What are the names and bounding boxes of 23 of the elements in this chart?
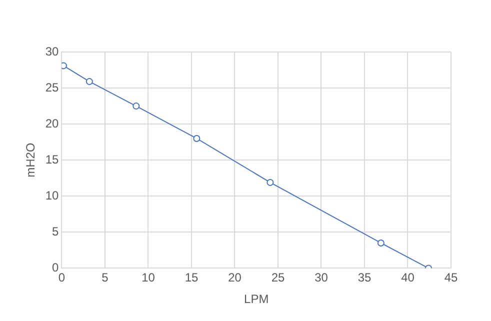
point xyxy=(266,178,274,186)
x-axis-title: LPM xyxy=(244,292,269,306)
x-tick-label: 5 xyxy=(102,270,109,285)
x-tick-label: 30 xyxy=(314,270,328,285)
x-tick-label: 15 xyxy=(184,270,198,285)
y-tick-label: 25 xyxy=(45,80,60,94)
point xyxy=(193,134,200,142)
x-tick-label: 20 xyxy=(228,270,242,285)
y-axis-title: mH2O xyxy=(24,142,38,178)
y-tick-label: 30 xyxy=(45,44,60,58)
x-tick-label: 35 xyxy=(358,270,372,285)
point xyxy=(86,78,93,86)
point xyxy=(132,102,140,110)
x-tick-label: 25 xyxy=(271,270,285,285)
y-tick-label: 5 xyxy=(52,224,60,238)
y-tick-label: 10 xyxy=(45,188,60,202)
x-tick-label: 40 xyxy=(401,270,415,285)
point xyxy=(377,239,384,246)
x-tick-label: 45 xyxy=(444,270,458,285)
y-tick-label: 20 xyxy=(45,116,60,130)
y-tick-label: 15 xyxy=(45,152,60,166)
x-tick-label: 10 xyxy=(142,270,156,285)
y-tick-label: 0 xyxy=(52,260,60,275)
